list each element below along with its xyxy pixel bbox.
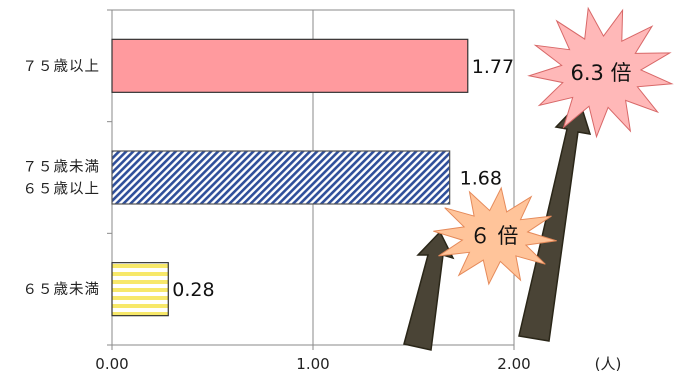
category-label: ６５歳以上: [23, 181, 101, 198]
x-tick-label: 2.00: [497, 355, 530, 373]
starburst-shape: [527, 6, 674, 139]
arrow-shape: [403, 230, 455, 351]
data-label: 1.68: [460, 168, 502, 190]
starburst-shape: [433, 186, 557, 286]
bar: [111, 150, 451, 205]
bar: [111, 38, 469, 93]
x-tick-label: 1.00: [296, 355, 329, 373]
data-label: 0.28: [172, 279, 214, 301]
arrow-shape: [518, 100, 592, 342]
bar: [111, 262, 169, 317]
annotation-layer: ６ 倍 6.3 倍: [403, 6, 674, 351]
burst-label: 6.3 倍: [570, 61, 631, 85]
data-label: 1.77: [472, 56, 514, 78]
category-label: ６５歳未満: [23, 281, 101, 298]
x-unit-label: (人): [595, 355, 622, 373]
burst-label: ６ 倍: [470, 224, 519, 248]
category-label: ７５歳未満: [23, 159, 101, 176]
bar-layer: [111, 38, 469, 317]
x-tick-label: 0.00: [95, 355, 128, 373]
category-label: ７５歳以上: [23, 58, 101, 75]
label-layer: 0.00 1.00 2.00 (人) 1.77 ７５歳以上 1.68 ７５歳未満 ６５歳以上 0.…: [23, 56, 622, 373]
